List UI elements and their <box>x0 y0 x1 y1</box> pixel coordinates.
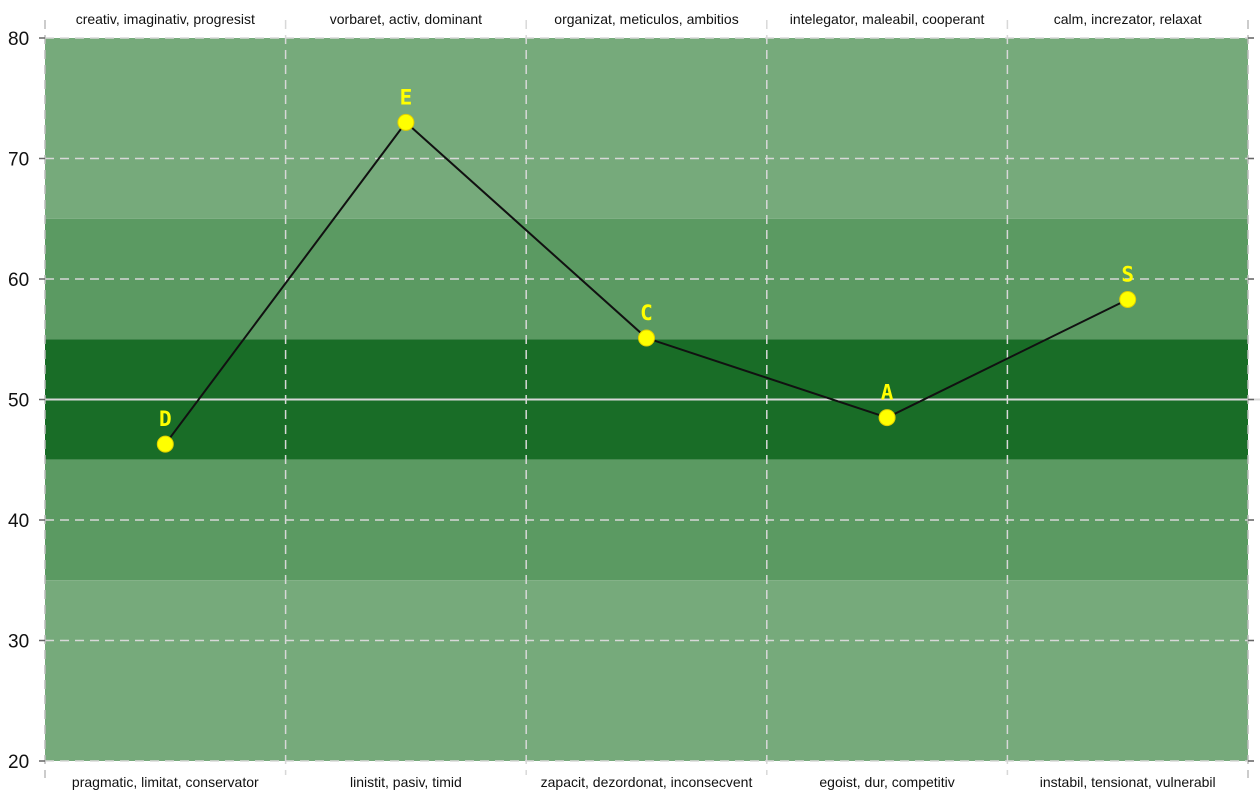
point-label-A: A <box>881 381 894 405</box>
point-labels: D E C A S <box>159 85 1134 431</box>
y-tick-labels: 80 70 60 50 40 30 20 <box>8 29 29 773</box>
series-markers <box>156 113 1137 453</box>
bottom-label-1: linistit, pasiv, timid <box>350 774 462 790</box>
point-label-D: D <box>159 407 172 431</box>
top-label-2: organizat, meticulos, ambitios <box>554 11 738 27</box>
point-label-E: E <box>400 85 413 109</box>
top-label-1: vorbaret, activ, dominant <box>330 11 482 27</box>
top-label-0: creativ, imaginativ, progresist <box>76 11 255 27</box>
point-S <box>1119 290 1137 308</box>
band-4 <box>45 580 1248 761</box>
top-category-labels: creativ, imaginativ, progresist vorbaret,… <box>76 11 1202 27</box>
top-label-3: intelegator, maleabil, cooperant <box>790 11 985 27</box>
bottom-label-0: pragmatic, limitat, conservator <box>72 774 259 790</box>
bottom-category-labels: pragmatic, limitat, conservator linistit,… <box>72 774 1216 790</box>
grid-lines <box>45 20 1260 775</box>
background-bands <box>45 38 1248 761</box>
bottom-label-2: zapacit, dezordonat, inconsecvent <box>541 774 753 790</box>
ytick-label-40: 40 <box>8 511 29 532</box>
axes <box>39 20 1254 778</box>
bottom-label-4: instabil, tensionat, vulnerabil <box>1040 774 1216 790</box>
ytick-label-20: 20 <box>8 752 29 773</box>
point-label-C: C <box>640 301 653 325</box>
band-0 <box>45 38 1248 219</box>
point-label-S: S <box>1121 262 1134 286</box>
ytick-label-80: 80 <box>8 29 29 50</box>
point-A <box>878 409 896 427</box>
point-D <box>156 435 174 453</box>
ytick-label-70: 70 <box>8 150 29 171</box>
ytick-label-60: 60 <box>8 270 29 291</box>
point-C <box>638 329 655 347</box>
point-E <box>397 113 415 131</box>
ytick-label-30: 30 <box>8 632 29 653</box>
top-label-4: calm, increzator, relaxat <box>1054 11 1202 27</box>
bottom-label-3: egoist, dur, competitiv <box>819 774 954 790</box>
ytick-label-50: 50 <box>8 391 29 412</box>
